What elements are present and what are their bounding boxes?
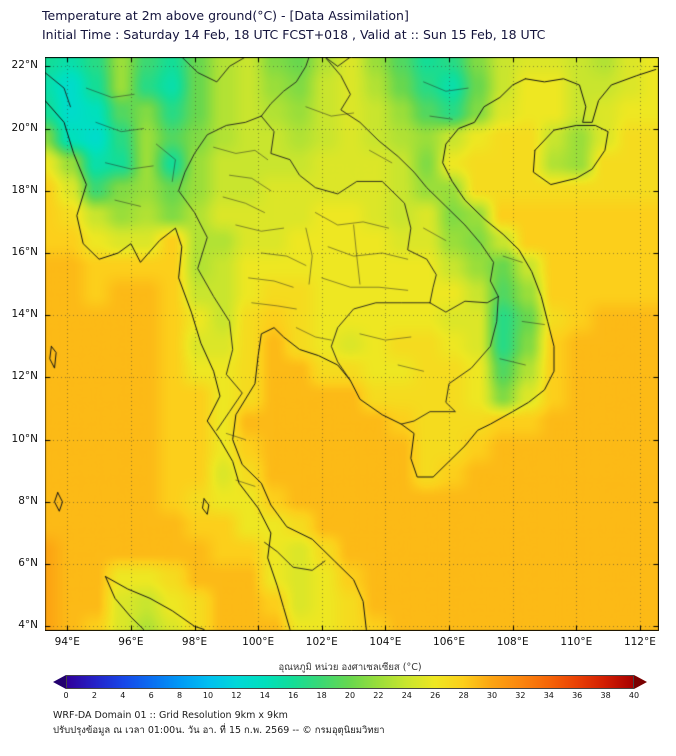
colorbar-tick-label: 6 — [148, 691, 154, 700]
y-tick-label: 16°N — [11, 246, 38, 258]
x-tick-label: 94°E — [54, 636, 80, 648]
colorbar — [53, 675, 647, 689]
y-tick-label: 4°N — [18, 619, 38, 632]
colorbar-tick-label: 4 — [120, 691, 126, 700]
y-tick-label: 6°N — [18, 557, 38, 570]
colorbar-tick-label: 2 — [91, 691, 97, 700]
y-axis-ticks: 22°N 20°N 18°N 16°N 14°N 12°N 10°N 8°N 6°N 4°N — [0, 57, 42, 631]
x-tick-label: 100°E — [242, 636, 275, 648]
x-tick-label: 106°E — [433, 636, 465, 648]
footer-update-info: ปรับปรุงข้อมูล ณ เวลา 01:00น. วัน อา. ที… — [53, 724, 385, 736]
colorbar-tick-label: 16 — [288, 691, 299, 700]
colorbar-tick-label: 24 — [401, 691, 412, 700]
footer-domain-info: WRF-DA Domain 01 :: Grid Resolution 9km … — [53, 710, 288, 721]
colorbar-tick-label: 26 — [430, 691, 441, 700]
y-tick-label: 18°N — [11, 183, 38, 196]
colorbar-tick-label: 20 — [344, 691, 356, 700]
x-tick-label: 98°E — [181, 636, 208, 648]
colorbar-tick-label: 8 — [177, 691, 183, 700]
x-tick-label: 104°E — [369, 636, 402, 648]
map-title: Temperature at 2m above ground(°C) - [Da… — [42, 8, 409, 23]
x-tick-label: 102°E — [305, 636, 338, 648]
colorbar-tick-label: 28 — [458, 691, 469, 700]
y-tick-label: 22°N — [11, 59, 38, 72]
colorbar-right-arrow — [634, 675, 647, 689]
title-block: Temperature at 2m above ground(°C) - [Da… — [42, 6, 545, 45]
colorbar-gradient — [66, 675, 634, 689]
colorbar-label: อุณหภูมิ หน่วย องศาเซลเซียส (°C) — [278, 662, 422, 673]
x-tick-label: 112°E — [623, 636, 656, 648]
x-tick-label: 96°E — [118, 636, 144, 648]
temperature-map-canvas — [45, 57, 659, 631]
colorbar-tick-labels: 0 2 4 6 8 10 12 14 16 18 20 22 24 26 28 30 32 34 36 38 40 — [63, 691, 639, 703]
colorbar-tick-label: 40 — [628, 691, 640, 700]
colorbar-tick-label: 18 — [316, 691, 327, 700]
map-plot-area — [45, 57, 659, 631]
y-tick-label: 8°N — [18, 494, 38, 507]
y-tick-label: 14°N — [11, 308, 38, 321]
y-tick-label: 12°N — [11, 370, 38, 383]
colorbar-tick-label: 22 — [373, 691, 384, 700]
colorbar-tick-label: 36 — [572, 691, 583, 700]
colorbar-tick-label: 14 — [259, 691, 270, 700]
colorbar-tick-label: 30 — [486, 691, 498, 700]
colorbar-tick-label: 38 — [600, 691, 611, 700]
colorbar-tick-label: 34 — [543, 691, 554, 700]
y-tick-label: 10°N — [11, 432, 38, 445]
x-tick-label: 110°E — [560, 636, 593, 648]
colorbar-tick-label: 10 — [202, 691, 214, 700]
x-tick-label: 108°E — [496, 636, 529, 648]
colorbar-tick-label: 32 — [515, 691, 526, 700]
colorbar-left-arrow — [53, 675, 66, 689]
footer-block: WRF-DA Domain 01 :: Grid Resolution 9km … — [53, 709, 385, 738]
colorbar-tick-label: 12 — [231, 691, 242, 700]
map-subtitle: Initial Time : Saturday 14 Feb, 18 UTC F… — [42, 27, 546, 43]
y-tick-label: 20°N — [11, 121, 38, 134]
colorbar-tick-label: 0 — [63, 691, 69, 700]
x-axis-ticks: 94°E 96°E 98°E 100°E 102°E 104°E 106°E 108°E 110… — [45, 634, 659, 650]
